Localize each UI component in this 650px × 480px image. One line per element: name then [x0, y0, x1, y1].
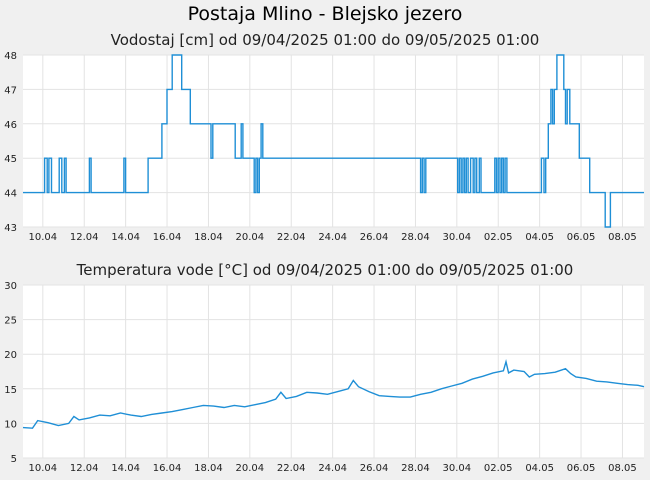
- x-tick-label: 22.04: [277, 463, 306, 474]
- water-level-chart: 43 44 45 46 47 48 10.04 12.04 14.04 16.04 18.04 20.…: [4, 51, 645, 243]
- x-tick-label: 16.04: [153, 232, 182, 243]
- x-tick-label: 08.05: [608, 463, 637, 474]
- x-tick-label: 18.04: [194, 463, 223, 474]
- y-tick-label: 15: [4, 385, 17, 396]
- water-level-chart-title: Vodostaj [cm] od 09/04/2025 01:00 do 09/…: [110, 31, 540, 49]
- x-tick-label: 26.04: [360, 463, 389, 474]
- page-title: Postaja Mlino - Blejsko jezero: [187, 3, 463, 25]
- y-tick-label: 45: [4, 154, 17, 165]
- x-tick-label: 22.04: [277, 232, 306, 243]
- y-tick-label: 43: [4, 223, 17, 234]
- water-temperature-chart: 5 10 15 20 25 30 10.04 12.04 14.04 16.04 18.04 20.0…: [4, 281, 645, 474]
- x-tick-label: 12.04: [70, 463, 99, 474]
- x-tick-label: 10.04: [29, 232, 58, 243]
- x-tick-label: 28.04: [401, 463, 430, 474]
- x-tick-label: 12.04: [70, 232, 99, 243]
- plot-area: [23, 55, 644, 227]
- x-tick-label: 08.05: [608, 232, 637, 243]
- x-tick-label: 20.04: [236, 463, 265, 474]
- y-tick-label: 10: [4, 419, 17, 430]
- x-tick-label: 06.05: [567, 463, 596, 474]
- x-tick-label: 18.04: [194, 232, 223, 243]
- y-tick-label: 47: [4, 85, 17, 96]
- x-tick-label: 24.04: [318, 232, 347, 243]
- x-tick-label: 10.04: [29, 463, 58, 474]
- x-tick-label: 30.04: [443, 232, 472, 243]
- x-tick-label: 16.04: [153, 463, 182, 474]
- x-tick-label: 04.05: [525, 232, 554, 243]
- x-tick-label: 04.05: [525, 463, 554, 474]
- y-tick-label: 25: [4, 316, 17, 327]
- y-tick-label: 5: [11, 454, 17, 465]
- water-temperature-chart-title: Temperatura vode [°C] od 09/04/2025 01:0…: [76, 261, 574, 279]
- x-tick-label: 24.04: [318, 463, 347, 474]
- x-tick-label: 06.05: [567, 232, 596, 243]
- y-tick-label: 20: [4, 350, 17, 361]
- x-tick-label: 30.04: [443, 463, 472, 474]
- x-tick-label: 02.05: [484, 232, 513, 243]
- y-tick-label: 48: [4, 51, 17, 62]
- x-tick-label: 28.04: [401, 232, 430, 243]
- series-line: [23, 54, 644, 228]
- x-tick-label: 02.05: [484, 463, 513, 474]
- y-tick-label: 30: [4, 281, 17, 292]
- x-tick-label: 14.04: [111, 232, 140, 243]
- x-tick-label: 14.04: [111, 463, 140, 474]
- x-tick-label: 20.04: [236, 232, 265, 243]
- x-tick-label: 26.04: [360, 232, 389, 243]
- plot-area: [23, 285, 644, 458]
- y-tick-label: 46: [4, 120, 17, 131]
- y-tick-label: 44: [4, 189, 17, 200]
